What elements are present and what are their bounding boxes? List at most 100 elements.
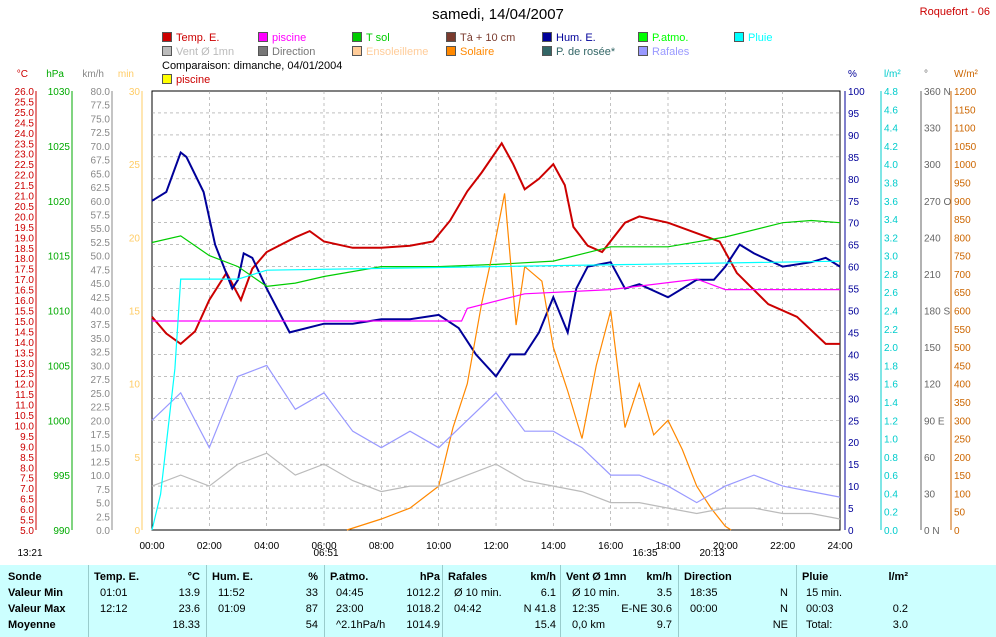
left-axis-unit: km/h (82, 69, 104, 80)
left-axis-tick: 45.0 (91, 279, 111, 290)
legend-item-12: Rafales (638, 46, 689, 58)
right-axis-tick: 750 (954, 252, 971, 263)
right-axis-tick: 0.6 (884, 471, 898, 482)
left-axis-tick: 47.5 (91, 265, 111, 276)
right-axis-tick: 2.6 (884, 288, 898, 299)
right-axis-tick: 95 (848, 109, 860, 120)
left-axis-tick: 50.0 (91, 252, 111, 263)
time-tick: 14:00 (541, 541, 566, 552)
sun-marker-label: 16:35 (632, 548, 657, 559)
left-axis-tick: 20 (129, 233, 141, 244)
time-tick: 06:00 (311, 541, 336, 552)
right-axis-tick: 1200 (954, 87, 977, 98)
left-axis-unit: °C (17, 69, 28, 80)
left-axis-tick: 14.0 (15, 338, 35, 349)
left-axis-tick: 1020 (48, 197, 71, 208)
legend-item-3: Tà + 10 cm (446, 32, 515, 44)
series-line-6 (152, 278, 840, 322)
cell-pluie-time: 00:03 (806, 603, 834, 615)
left-axis-tick: 42.5 (91, 293, 111, 304)
left-axis-tick: 12.5 (15, 369, 35, 380)
legend-item-8: Direction (258, 46, 315, 58)
table-separator (442, 565, 443, 637)
right-axis-tick: 1050 (954, 142, 977, 153)
stats-table: Sonde Temp. E. °C Hum. E.% P.atmo. hPa Rafales… (0, 565, 996, 637)
right-axis-tick: 950 (954, 178, 971, 189)
table-separator (88, 565, 89, 637)
cell-pluie-value: 0.2 (892, 603, 908, 615)
right-axis-tick: 100 (954, 489, 971, 500)
time-tick: 18:00 (655, 541, 680, 552)
left-axis-tick: 26.0 (15, 87, 35, 98)
right-axis-tick: 150 (924, 343, 941, 354)
right-axis-tick: 4.8 (884, 87, 898, 98)
right-axis-tick: 330 (924, 124, 941, 135)
right-axis-tick: 400 (954, 380, 971, 391)
left-axis-tick: 19.0 (15, 233, 35, 244)
left-axis-tick: 37.5 (91, 320, 111, 331)
cell-temp-time: 01:01 (100, 587, 128, 599)
series-line-1 (151, 150, 841, 379)
right-axis-tick: 0.8 (884, 453, 898, 464)
right-axis-tick: 1100 (954, 124, 976, 135)
left-axis-tick: 10.0 (15, 421, 35, 432)
legend-swatch (352, 46, 362, 56)
right-axis-tick: 65 (848, 241, 860, 252)
left-axis-tick: 2.5 (96, 512, 110, 523)
left-axis-tick: 21.5 (15, 181, 35, 192)
cell-vent-value: 9.7 (656, 619, 672, 631)
left-axis-tick: 40.0 (91, 307, 111, 318)
chart-area: °C26.025.525.024.524.023.523.022.522.021… (15, 69, 979, 559)
left-axis-tick: 5 (134, 453, 140, 464)
left-axis-tick: 0.0 (96, 526, 110, 537)
right-axis-tick: 1.6 (884, 380, 898, 391)
legend-item-0: Temp. E. (162, 32, 219, 44)
left-axis-tick: 12.0 (15, 380, 35, 391)
left-axis-tick: 12.5 (91, 457, 111, 468)
legend-label: Solaire (460, 46, 495, 58)
right-axis-tick: 3.8 (884, 178, 898, 189)
legend-label: P.atmo. (652, 32, 689, 44)
chart-title: samedi, 14/04/2007 (432, 6, 564, 23)
station-name: Roquefort - 06 (919, 6, 990, 18)
right-axis-tick: 90 E (924, 416, 945, 427)
right-axis-tick: 0.2 (884, 508, 898, 519)
left-axis-tick: 6.0 (20, 505, 34, 516)
left-axis-tick: 8.0 (20, 463, 34, 474)
left-axis-tick: 24.5 (15, 118, 35, 129)
th-pluie-unit: l/m² (888, 571, 908, 583)
right-axis-tick: 1.8 (884, 361, 898, 372)
cell-temp-value: 13.9 (178, 587, 200, 599)
cell-pluie-time: Total: (806, 619, 833, 631)
right-axis-tick: 1.4 (884, 398, 898, 409)
right-axis-tick: 350 (954, 398, 971, 409)
legend-swatch (162, 32, 172, 42)
right-axis-tick: 500 (954, 343, 971, 354)
left-axis-tick: 10 (129, 380, 141, 391)
right-axis-unit: l/m² (884, 69, 901, 80)
legend-item-2: T sol (352, 32, 390, 44)
right-axis-tick: 85 (848, 153, 860, 164)
left-axis-tick: 25.0 (91, 389, 111, 400)
left-axis-tick: 6.5 (20, 495, 34, 506)
left-axis-tick: 20.0 (91, 416, 111, 427)
time-tick: 04:00 (254, 541, 279, 552)
legend-swatch (162, 46, 172, 56)
legend-item-5: P.atmo. (638, 32, 689, 44)
legend-item-6: Pluie (734, 32, 772, 44)
right-axis-tick: 270 O (924, 197, 951, 208)
right-axis-tick: 0.4 (884, 489, 898, 500)
series-line-4 (151, 364, 841, 504)
cell-dir-time: 00:00 (690, 603, 718, 615)
right-axis-unit: % (848, 69, 857, 80)
legend-label: T sol (366, 32, 390, 44)
comparison-label: Comparaison: dimanche, 04/01/2004 (162, 60, 343, 72)
right-axis-tick: 75 (848, 197, 860, 208)
legend-swatch (542, 32, 552, 42)
right-axis-tick: 800 (954, 233, 971, 244)
left-axis-tick: 23.5 (15, 139, 35, 150)
right-axis-tick: 2.0 (884, 343, 898, 354)
table-separator (206, 565, 207, 637)
cell-raf-time: Ø 10 min. (454, 587, 502, 599)
th-temp-unit: °C (187, 571, 200, 583)
